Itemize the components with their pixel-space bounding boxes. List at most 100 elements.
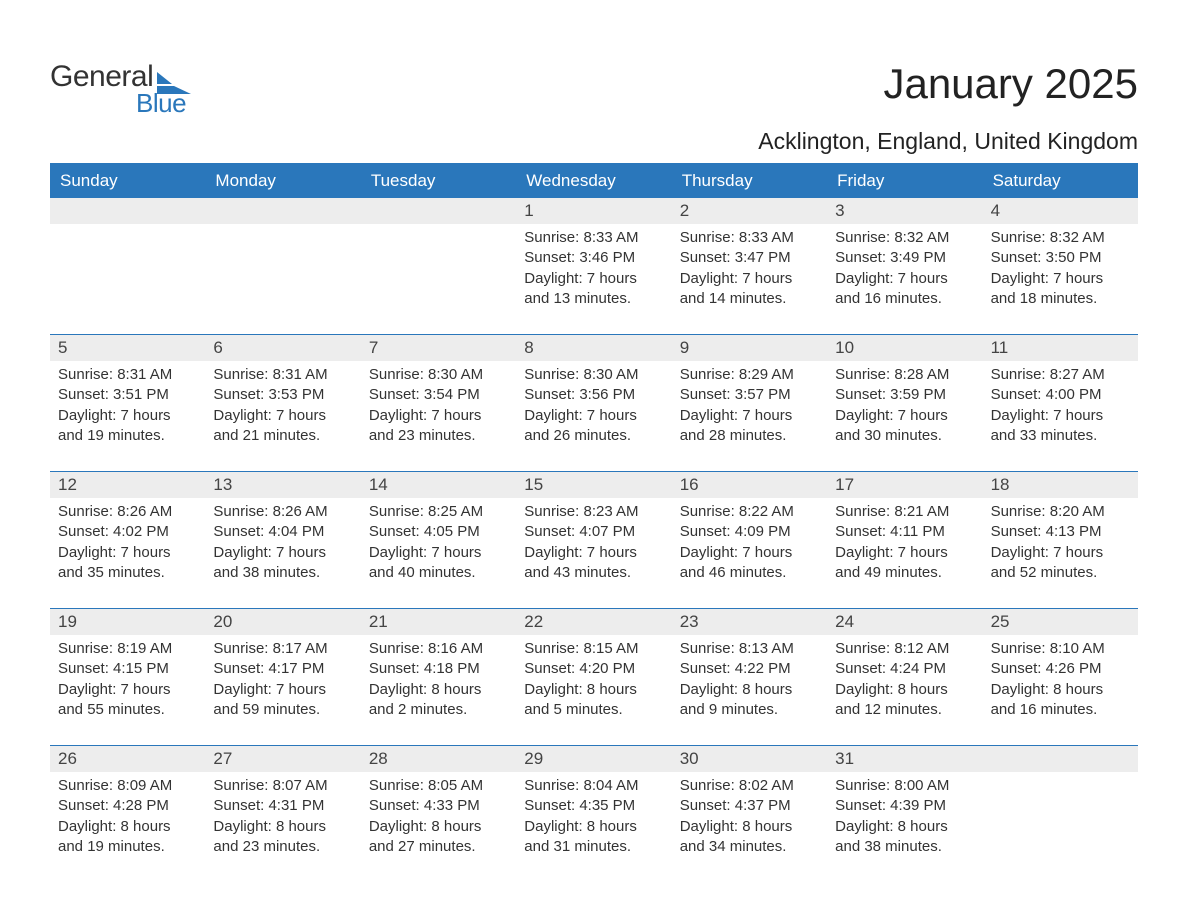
- sunset-text: Sunset: 4:07 PM: [524, 522, 663, 542]
- daylight-text-2: and 38 minutes.: [213, 563, 352, 583]
- daylight-text-1: Daylight: 7 hours: [369, 543, 508, 563]
- daylight-text-1: Daylight: 7 hours: [680, 269, 819, 289]
- daylight-text-2: and 30 minutes.: [835, 426, 974, 446]
- sunset-text: Sunset: 4:18 PM: [369, 659, 508, 679]
- sunset-text: Sunset: 3:56 PM: [524, 385, 663, 405]
- sunset-text: Sunset: 4:15 PM: [58, 659, 197, 679]
- sunrise-text: Sunrise: 8:10 AM: [991, 639, 1130, 659]
- day-cell: Sunrise: 8:00 AMSunset: 4:39 PMDaylight:…: [827, 772, 982, 882]
- day-cell: Sunrise: 8:33 AMSunset: 3:47 PMDaylight:…: [672, 224, 827, 334]
- daylight-text-2: and 52 minutes.: [991, 563, 1130, 583]
- day-number: 22: [516, 609, 671, 635]
- daylight-text-1: Daylight: 7 hours: [835, 406, 974, 426]
- day-number: 25: [983, 609, 1138, 635]
- daylight-text-2: and 23 minutes.: [213, 837, 352, 857]
- sunrise-text: Sunrise: 8:19 AM: [58, 639, 197, 659]
- daylight-text-1: Daylight: 8 hours: [991, 680, 1130, 700]
- daylight-text-1: Daylight: 7 hours: [524, 543, 663, 563]
- day-cell: Sunrise: 8:32 AMSunset: 3:49 PMDaylight:…: [827, 224, 982, 334]
- daylight-text-1: Daylight: 8 hours: [835, 817, 974, 837]
- day-number: 17: [827, 472, 982, 498]
- day-number: 24: [827, 609, 982, 635]
- sunrise-text: Sunrise: 8:31 AM: [58, 365, 197, 385]
- sunset-text: Sunset: 4:02 PM: [58, 522, 197, 542]
- day-number: 11: [983, 335, 1138, 361]
- day-number-row: 262728293031: [50, 745, 1138, 772]
- daylight-text-1: Daylight: 7 hours: [835, 269, 974, 289]
- day-cell: Sunrise: 8:27 AMSunset: 4:00 PMDaylight:…: [983, 361, 1138, 471]
- sunrise-text: Sunrise: 8:09 AM: [58, 776, 197, 796]
- day-number: 31: [827, 746, 982, 772]
- sunset-text: Sunset: 3:51 PM: [58, 385, 197, 405]
- sunset-text: Sunset: 4:11 PM: [835, 522, 974, 542]
- day-number: 9: [672, 335, 827, 361]
- sunrise-text: Sunrise: 8:22 AM: [680, 502, 819, 522]
- daylight-text-2: and 31 minutes.: [524, 837, 663, 857]
- daylight-text-2: and 18 minutes.: [991, 289, 1130, 309]
- daylight-text-1: Daylight: 7 hours: [680, 543, 819, 563]
- day-body-row: Sunrise: 8:09 AMSunset: 4:28 PMDaylight:…: [50, 772, 1138, 882]
- day-number: 28: [361, 746, 516, 772]
- sunrise-text: Sunrise: 8:32 AM: [835, 228, 974, 248]
- daylight-text-2: and 38 minutes.: [835, 837, 974, 857]
- day-number: 20: [205, 609, 360, 635]
- day-cell: Sunrise: 8:20 AMSunset: 4:13 PMDaylight:…: [983, 498, 1138, 608]
- daylight-text-2: and 23 minutes.: [369, 426, 508, 446]
- daylight-text-1: Daylight: 7 hours: [991, 269, 1130, 289]
- daylight-text-1: Daylight: 7 hours: [369, 406, 508, 426]
- daylight-text-1: Daylight: 7 hours: [524, 269, 663, 289]
- day-cell: Sunrise: 8:15 AMSunset: 4:20 PMDaylight:…: [516, 635, 671, 745]
- day-cell: [983, 772, 1138, 882]
- sunrise-text: Sunrise: 8:29 AM: [680, 365, 819, 385]
- sunrise-text: Sunrise: 8:12 AM: [835, 639, 974, 659]
- day-body-row: Sunrise: 8:31 AMSunset: 3:51 PMDaylight:…: [50, 361, 1138, 471]
- day-number: 18: [983, 472, 1138, 498]
- weekday-header: Monday: [205, 164, 360, 198]
- day-number: 30: [672, 746, 827, 772]
- weekday-header: Friday: [827, 164, 982, 198]
- daylight-text-1: Daylight: 8 hours: [58, 817, 197, 837]
- weekday-header: Thursday: [672, 164, 827, 198]
- day-cell: Sunrise: 8:19 AMSunset: 4:15 PMDaylight:…: [50, 635, 205, 745]
- day-number: 23: [672, 609, 827, 635]
- day-number: 8: [516, 335, 671, 361]
- day-number: 29: [516, 746, 671, 772]
- daylight-text-2: and 59 minutes.: [213, 700, 352, 720]
- day-cell: Sunrise: 8:13 AMSunset: 4:22 PMDaylight:…: [672, 635, 827, 745]
- day-number: [50, 198, 205, 224]
- day-cell: Sunrise: 8:26 AMSunset: 4:04 PMDaylight:…: [205, 498, 360, 608]
- sunset-text: Sunset: 3:49 PM: [835, 248, 974, 268]
- daylight-text-2: and 43 minutes.: [524, 563, 663, 583]
- logo-text-blue: Blue: [136, 88, 191, 119]
- sunset-text: Sunset: 4:13 PM: [991, 522, 1130, 542]
- daylight-text-2: and 12 minutes.: [835, 700, 974, 720]
- sunset-text: Sunset: 4:33 PM: [369, 796, 508, 816]
- day-cell: Sunrise: 8:33 AMSunset: 3:46 PMDaylight:…: [516, 224, 671, 334]
- daylight-text-1: Daylight: 7 hours: [213, 406, 352, 426]
- day-cell: Sunrise: 8:12 AMSunset: 4:24 PMDaylight:…: [827, 635, 982, 745]
- daylight-text-2: and 2 minutes.: [369, 700, 508, 720]
- weekday-header: Wednesday: [516, 164, 671, 198]
- day-number-row: 1234: [50, 198, 1138, 224]
- day-cell: [205, 224, 360, 334]
- sunrise-text: Sunrise: 8:17 AM: [213, 639, 352, 659]
- sunrise-text: Sunrise: 8:28 AM: [835, 365, 974, 385]
- day-body-row: Sunrise: 8:26 AMSunset: 4:02 PMDaylight:…: [50, 498, 1138, 608]
- day-number: 2: [672, 198, 827, 224]
- daylight-text-1: Daylight: 8 hours: [835, 680, 974, 700]
- day-cell: Sunrise: 8:31 AMSunset: 3:53 PMDaylight:…: [205, 361, 360, 471]
- header-area: General Blue January 2025 Acklington, En…: [50, 50, 1138, 155]
- weekday-header-row: Sunday Monday Tuesday Wednesday Thursday…: [50, 164, 1138, 198]
- sunrise-text: Sunrise: 8:20 AM: [991, 502, 1130, 522]
- daylight-text-2: and 21 minutes.: [213, 426, 352, 446]
- daylight-text-1: Daylight: 7 hours: [58, 406, 197, 426]
- sunset-text: Sunset: 4:22 PM: [680, 659, 819, 679]
- sunset-text: Sunset: 3:50 PM: [991, 248, 1130, 268]
- day-cell: Sunrise: 8:02 AMSunset: 4:37 PMDaylight:…: [672, 772, 827, 882]
- sunset-text: Sunset: 4:24 PM: [835, 659, 974, 679]
- sunrise-text: Sunrise: 8:21 AM: [835, 502, 974, 522]
- day-cell: Sunrise: 8:26 AMSunset: 4:02 PMDaylight:…: [50, 498, 205, 608]
- day-cell: Sunrise: 8:09 AMSunset: 4:28 PMDaylight:…: [50, 772, 205, 882]
- day-number: 16: [672, 472, 827, 498]
- daylight-text-1: Daylight: 7 hours: [680, 406, 819, 426]
